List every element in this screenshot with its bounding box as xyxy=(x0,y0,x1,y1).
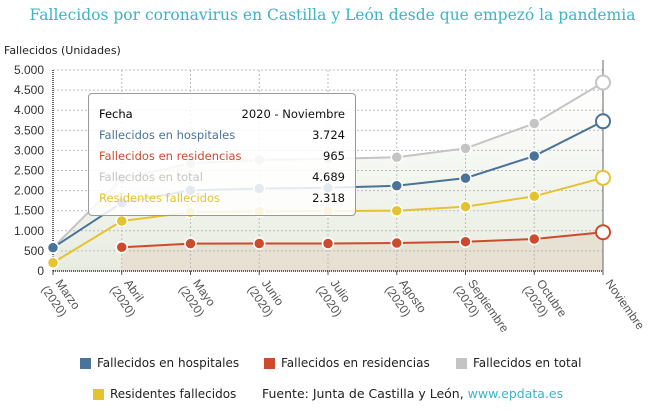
tooltip: Fecha 2020 - Noviembre Fallecidos en hosp… xyxy=(88,93,356,216)
legend-label: Fallecidos en total xyxy=(473,356,582,370)
data-point[interactable] xyxy=(46,241,60,254)
data-point[interactable] xyxy=(528,232,541,246)
data-point[interactable] xyxy=(115,214,128,228)
data-point[interactable] xyxy=(459,171,472,185)
legend-label: Residentes fallecidos xyxy=(110,387,237,401)
tooltip-row: Residentes fallecidos 2.318 xyxy=(99,188,345,209)
series-line xyxy=(121,231,604,249)
source-text: Fuente: Junta de Castilla y León, xyxy=(262,386,468,401)
tooltip-row-label: Fallecidos en residencias xyxy=(99,149,242,163)
data-point[interactable] xyxy=(595,74,611,91)
y-tick-label: 4.500 xyxy=(14,83,44,97)
data-point[interactable] xyxy=(595,224,611,241)
tooltip-header-label: Fecha xyxy=(99,107,133,121)
tooltip-row: Fallecidos en total 4.689 xyxy=(99,167,345,188)
legend-item[interactable]: Fallecidos en residencias xyxy=(264,356,430,370)
tooltip-row-label: Residentes fallecidos xyxy=(99,191,221,205)
tooltip-row-value: 4.689 xyxy=(312,170,345,184)
y-tick-label: 500 xyxy=(24,244,44,258)
y-tick-label: 1.000 xyxy=(14,224,44,238)
data-point[interactable] xyxy=(459,235,472,248)
y-tick-label: 2.000 xyxy=(14,184,44,198)
source-link[interactable]: www.epdata.es xyxy=(467,386,564,401)
tooltip-row-label: Fallecidos en total xyxy=(99,170,203,184)
data-point[interactable] xyxy=(390,204,403,217)
y-tick-label: 3.000 xyxy=(14,143,44,157)
y-axis-label: Fallecidos (Unidades) xyxy=(4,44,121,57)
data-point[interactable] xyxy=(528,117,541,130)
chart-title: Fallecidos por coronavirus en Castilla y… xyxy=(29,6,636,24)
legend-label: Fallecidos en residencias xyxy=(281,356,430,370)
legend-swatch xyxy=(264,357,275,369)
data-point[interactable] xyxy=(595,169,611,186)
tooltip-row: Fallecidos en hospitales 3.724 xyxy=(99,125,345,146)
data-point[interactable] xyxy=(459,200,472,213)
tooltip-row-value: 965 xyxy=(323,149,345,163)
legend-label: Fallecidos en hospitales xyxy=(97,356,240,370)
legend-item[interactable]: Residentes fallecidos xyxy=(93,387,236,401)
legend-item[interactable]: Fallecidos en hospitales xyxy=(80,356,239,370)
x-tick-label: Noviembre xyxy=(603,277,648,333)
data-point[interactable] xyxy=(115,241,128,254)
data-point[interactable] xyxy=(390,179,403,193)
source-note: Fuente: Junta de Castilla y León, www.ep… xyxy=(262,386,563,401)
data-point[interactable] xyxy=(184,237,197,250)
y-tick-label: 1.500 xyxy=(14,204,44,218)
y-tick-label: 4.000 xyxy=(14,103,44,117)
tooltip-header-value: 2020 - Noviembre xyxy=(241,107,346,121)
data-point[interactable] xyxy=(459,142,472,155)
data-point[interactable] xyxy=(321,237,335,250)
legend-swatch xyxy=(93,388,104,400)
data-point[interactable] xyxy=(390,150,403,164)
y-tick-label: 0 xyxy=(37,264,44,278)
data-point[interactable] xyxy=(46,256,60,269)
tooltip-row-label: Fallecidos en hospitales xyxy=(99,128,236,142)
legend-item[interactable]: Fallecidos en total xyxy=(456,356,581,370)
tooltip-row: Fallecidos en residencias 965 xyxy=(99,146,345,167)
data-point[interactable] xyxy=(595,113,611,130)
legend-swatch xyxy=(456,357,467,369)
tooltip-row-value: 3.724 xyxy=(312,128,345,142)
y-tick-label: 3.500 xyxy=(14,123,44,137)
data-point[interactable] xyxy=(253,237,266,250)
y-tick-label: 5.000 xyxy=(14,63,44,77)
data-point[interactable] xyxy=(528,149,541,163)
y-tick-label: 2.500 xyxy=(14,164,44,178)
legend-swatch xyxy=(80,357,91,369)
data-point[interactable] xyxy=(528,190,541,203)
data-point[interactable] xyxy=(390,236,403,250)
tooltip-row-value: 2.318 xyxy=(312,191,345,205)
